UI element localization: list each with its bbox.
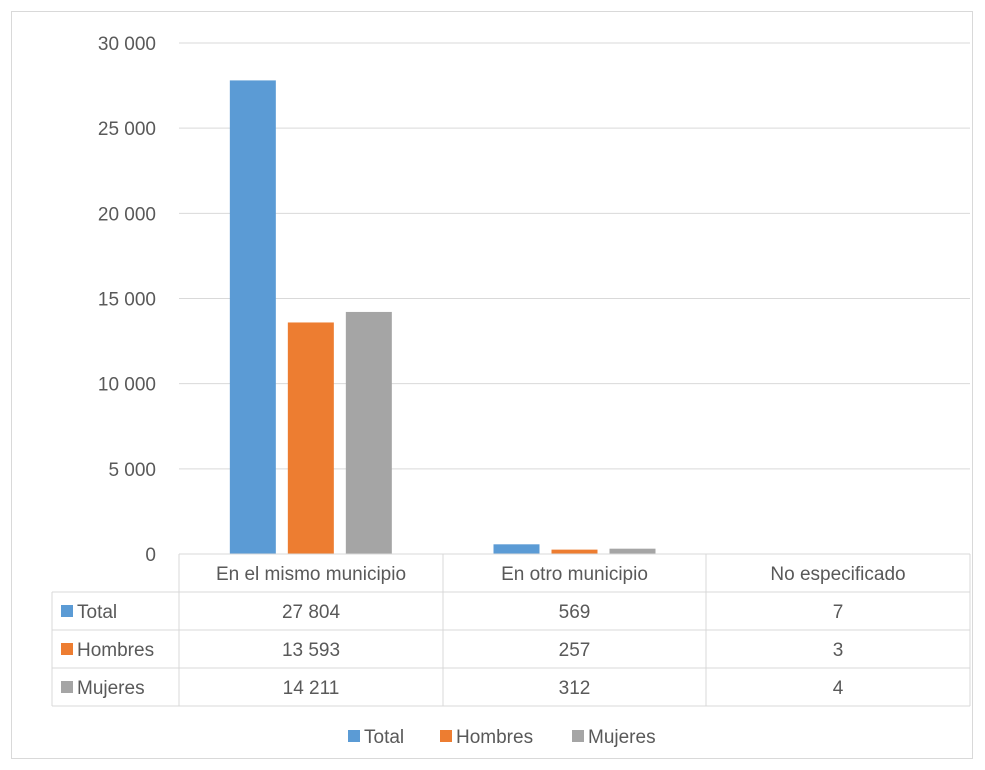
- bar-mujeres: [609, 548, 656, 554]
- y-tick-label: 5 000: [108, 460, 156, 481]
- table-category-header: No especificado: [770, 564, 905, 585]
- y-tick-label: 20 000: [98, 204, 156, 225]
- table-cell-value: 14 211: [283, 678, 340, 699]
- table-cell-value: 13 593: [282, 640, 340, 661]
- table-category-header: En el mismo municipio: [216, 564, 406, 585]
- table-cell-value: 7: [833, 602, 844, 623]
- y-tick-label: 0: [145, 545, 156, 566]
- table-row-label: Mujeres: [77, 678, 145, 699]
- legend-key-mujeres: [61, 681, 73, 693]
- legend-key-hombres: [61, 643, 73, 655]
- table-cell-value: 4: [833, 678, 844, 699]
- table-cell-value: 3: [833, 640, 844, 661]
- legend-label: Mujeres: [588, 727, 656, 748]
- bar-mujeres: [345, 311, 392, 554]
- table-cell-value: 27 804: [282, 602, 341, 623]
- legend-swatch-total: [348, 730, 360, 742]
- legend-label: Total: [364, 727, 404, 748]
- y-tick-label: 25 000: [98, 119, 156, 140]
- bar-total: [493, 544, 540, 554]
- table-category-header: En otro municipio: [501, 564, 648, 585]
- legend-swatch-hombres: [440, 730, 452, 742]
- table-cell-value: 257: [559, 640, 591, 661]
- table-row-label: Total: [77, 602, 117, 623]
- table-cell-value: 569: [559, 602, 591, 623]
- legend-label: Hombres: [456, 727, 533, 748]
- bar-hombres: [551, 549, 598, 554]
- legend-swatch-mujeres: [572, 730, 584, 742]
- table-row-label: Hombres: [77, 640, 154, 661]
- bar-total: [229, 80, 276, 554]
- chart-frame: [11, 11, 973, 759]
- legend-key-total: [61, 605, 73, 617]
- y-tick-label: 10 000: [98, 375, 156, 396]
- bar-hombres: [287, 322, 334, 554]
- y-tick-label: 30 000: [98, 34, 156, 55]
- y-tick-label: 15 000: [98, 290, 156, 311]
- table-cell-value: 312: [559, 678, 591, 699]
